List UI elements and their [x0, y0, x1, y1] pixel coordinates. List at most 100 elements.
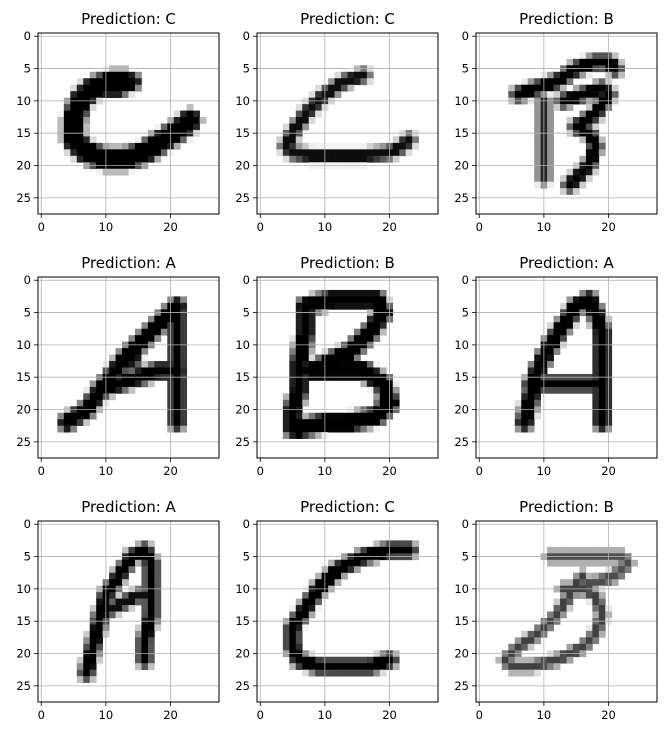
pixel: [618, 546, 626, 554]
pixel: [289, 412, 297, 420]
pixel: [315, 656, 322, 664]
pixel: [373, 393, 381, 401]
pixel: [128, 168, 136, 176]
pixel: [347, 142, 355, 150]
pixel: [302, 592, 310, 599]
y-tick-label: 5: [24, 550, 31, 564]
pixel: [295, 335, 303, 342]
pixel: [282, 393, 290, 401]
pixel: [534, 84, 541, 92]
pixel: [76, 91, 84, 98]
pixel: [560, 91, 567, 98]
pixel: [315, 91, 322, 98]
y-tick-label: 5: [243, 306, 250, 320]
pixel: [289, 605, 297, 612]
pixel: [553, 315, 561, 323]
pixel: [618, 559, 626, 567]
pixel: [527, 91, 535, 98]
pixel: [598, 425, 606, 433]
pixel: [560, 605, 567, 612]
pixel: [373, 669, 381, 677]
pixel: [366, 335, 374, 342]
pixel: [553, 348, 561, 355]
pixel: [109, 598, 116, 606]
pixel: [585, 630, 593, 638]
pixel: [57, 419, 65, 427]
pixel: [598, 386, 606, 394]
pixel: [572, 71, 580, 79]
pixel: [553, 559, 561, 567]
pixel: [560, 656, 567, 664]
x-tick-label: 10: [537, 220, 552, 234]
pixel: [534, 393, 541, 401]
pixel: [147, 643, 155, 651]
pixel: [585, 104, 593, 111]
pixel: [315, 155, 322, 163]
pixel: [611, 52, 619, 60]
pixel: [147, 315, 155, 323]
pixel: [572, 168, 580, 176]
pixel: [302, 104, 310, 111]
pixel: [141, 592, 149, 599]
pixel: [585, 559, 593, 567]
pixel: [315, 296, 322, 304]
y-tick-label: 20: [235, 647, 250, 661]
pixel: [328, 149, 335, 157]
pixel: [534, 142, 541, 150]
x-tick-label: 0: [38, 464, 45, 478]
pixel: [560, 181, 567, 189]
pixel: [315, 412, 322, 420]
pixel: [592, 598, 600, 606]
pixel: [173, 412, 181, 420]
pixel: [373, 656, 381, 664]
pixel: [128, 361, 136, 368]
pixel: [134, 630, 142, 638]
pixel: [592, 149, 600, 157]
pixel: [366, 78, 374, 86]
pixel: [547, 181, 554, 189]
pixel: [328, 78, 335, 86]
pixel: [141, 579, 149, 586]
pixel: [96, 656, 103, 664]
pixel: [598, 110, 606, 118]
pixel: [618, 71, 626, 79]
pixel: [180, 412, 188, 420]
pixel: [592, 425, 600, 433]
pixel: [308, 611, 316, 619]
pixel: [373, 155, 381, 163]
pixel: [115, 559, 123, 567]
pixel: [180, 123, 188, 131]
y-tick-label: 15: [454, 614, 469, 628]
pixel: [122, 149, 129, 157]
pixel: [566, 175, 574, 183]
pixel: [547, 117, 554, 124]
pixel: [122, 598, 129, 606]
pixel: [560, 78, 567, 86]
y-tick-label: 0: [24, 273, 31, 287]
pixel: [598, 380, 606, 388]
pixel: [109, 367, 116, 375]
pixel: [412, 540, 419, 548]
pixel: [328, 572, 335, 580]
pixel: [282, 643, 290, 651]
pixel: [115, 605, 123, 612]
pixel: [592, 110, 600, 118]
pixel: [534, 361, 541, 368]
pixel: [173, 136, 181, 144]
pixel: [585, 58, 593, 66]
pixel: [566, 315, 574, 323]
y-tick-label: 25: [454, 679, 469, 693]
pixel: [160, 149, 168, 157]
pixel: [547, 78, 554, 86]
pixel: [295, 624, 303, 632]
pixel: [585, 91, 593, 98]
pixel: [560, 315, 567, 323]
pixel: [360, 322, 368, 330]
pixel: [147, 663, 155, 671]
pixel: [566, 598, 574, 606]
pixel: [109, 91, 116, 98]
pixel: [585, 315, 593, 323]
pixel: [560, 175, 567, 183]
pixel: [315, 663, 322, 671]
pixel: [302, 605, 310, 612]
